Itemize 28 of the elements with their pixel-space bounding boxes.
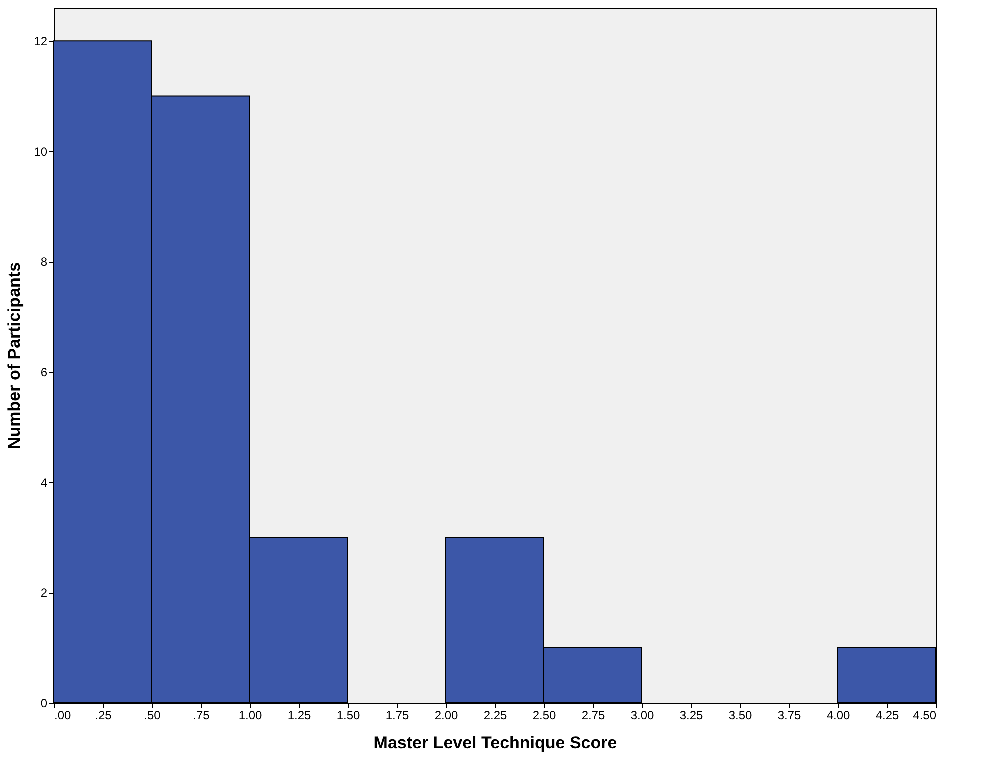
y-tick-label: 6 (40, 366, 48, 380)
x-tick-label: 3.25 (680, 708, 704, 722)
x-tick-label: .25 (95, 708, 112, 722)
y-tick-label: 10 (34, 144, 48, 159)
x-axis-title: Master Level Technique Score (374, 734, 618, 752)
y-tick-label: 4 (40, 476, 48, 490)
x-tick-label: .50 (144, 708, 162, 722)
y-axis-title: Number of Participants (5, 262, 24, 450)
x-tick-label: 4.25 (876, 708, 900, 722)
x-tick-label: 3.00 (630, 708, 654, 722)
x-tick-label: 2.50 (532, 708, 556, 722)
x-tick-label: 4.50 (913, 708, 937, 722)
x-tick-label: 3.75 (778, 708, 802, 722)
x-tick-label: 1.25 (288, 708, 312, 722)
x-tick-label: 4.00 (826, 708, 850, 722)
y-tick-label: 2 (40, 586, 48, 600)
x-tick-label: .00 (54, 708, 72, 722)
y-tick-label: 12 (34, 34, 48, 49)
x-tick-label: 1.75 (386, 708, 410, 722)
x-tick-label: 2.00 (434, 708, 458, 722)
x-tick-label: 3.50 (728, 708, 752, 722)
y-tick-label: 0 (40, 696, 48, 710)
y-tick-label: 8 (40, 255, 48, 270)
x-tick-label: .75 (193, 708, 210, 722)
x-tick-label: 2.75 (582, 708, 606, 722)
x-tick-label: 2.25 (484, 708, 508, 722)
x-tick-label: 1.50 (336, 708, 360, 722)
x-tick-label: 1.00 (238, 708, 262, 722)
